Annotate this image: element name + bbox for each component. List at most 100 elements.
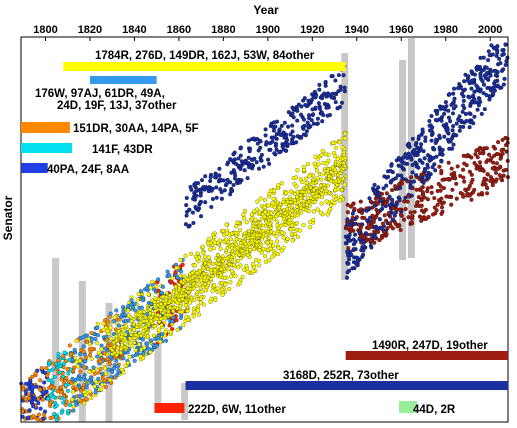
senator-point [368, 199, 373, 204]
senator-point [449, 166, 454, 171]
senator-point [196, 312, 202, 317]
annotation-bar [185, 381, 509, 390]
senator-point [420, 127, 425, 132]
senator-point [195, 278, 200, 283]
senator-point [186, 290, 191, 295]
senator-point [229, 170, 234, 175]
senator-point [118, 314, 124, 320]
senator-point [402, 199, 407, 204]
senator-point [225, 246, 230, 251]
senator-point [229, 274, 234, 279]
senator-point [408, 185, 413, 190]
senator-point [163, 301, 168, 306]
senator-point [376, 191, 381, 196]
senator-point [49, 378, 54, 383]
senator-point [248, 248, 253, 252]
senator-point [159, 302, 164, 306]
senator-point [110, 352, 115, 357]
senator-point [288, 227, 293, 232]
senator-point [477, 160, 483, 165]
senator-point [273, 124, 278, 129]
senator-point [263, 127, 268, 132]
senator-point [372, 229, 377, 234]
senator-point [342, 182, 347, 187]
senator-point [232, 176, 238, 181]
senator-point [295, 168, 300, 173]
senator-point [73, 355, 78, 361]
senator-point [141, 351, 146, 356]
senator-point [353, 216, 358, 221]
senator-point [484, 159, 489, 165]
senator-point [324, 199, 329, 204]
senator-point [192, 197, 198, 202]
senator-point [378, 198, 383, 203]
senator-point [452, 86, 457, 91]
senator-point [246, 165, 252, 170]
x-axis-title: Year [253, 3, 279, 17]
senator-point [278, 223, 283, 228]
senator-point [456, 118, 461, 123]
senator-point [429, 128, 434, 133]
x-tick-label: 1840 [122, 24, 146, 36]
senator-point [260, 223, 265, 228]
senator-point [211, 274, 215, 279]
senator-point [199, 278, 204, 283]
senator-point [257, 221, 262, 226]
senator-point [305, 120, 310, 125]
senator-point [329, 95, 334, 100]
senator-point [377, 217, 382, 222]
senator-point [401, 167, 406, 172]
senator-point [341, 176, 345, 181]
senator-point [69, 380, 74, 385]
senator-point [336, 162, 341, 167]
senator-point [208, 247, 213, 252]
senator-point [288, 200, 293, 205]
senator-point [434, 154, 439, 159]
senator-point [123, 332, 128, 337]
senator-point [487, 152, 492, 157]
senator-point [148, 350, 153, 355]
senator-point [445, 130, 450, 135]
senator-point [433, 140, 438, 146]
senator-point [161, 310, 165, 315]
senator-point [203, 200, 208, 205]
senator-point [362, 235, 367, 240]
senator-point [195, 271, 200, 275]
senator-point [47, 401, 53, 406]
senator-point [332, 194, 337, 199]
senator-point [199, 178, 205, 183]
senator-point [384, 191, 389, 196]
senator-point [206, 275, 210, 280]
senator-point [343, 156, 348, 161]
senator-point [89, 356, 94, 361]
senator-point [99, 387, 104, 392]
highlight-band [181, 383, 189, 420]
senator-point [426, 175, 431, 180]
senator-point [481, 179, 486, 184]
senator-point [217, 166, 222, 171]
senator-point [346, 222, 351, 227]
annotation-bar [345, 351, 508, 360]
senator-point [184, 195, 189, 201]
senator-point [208, 299, 213, 304]
senator-point [244, 250, 249, 254]
senator-point [191, 310, 197, 315]
senator-point [275, 212, 280, 217]
senator-point [425, 165, 430, 170]
senator-point [138, 320, 143, 325]
senator-point [257, 248, 262, 253]
senator-point [341, 73, 346, 78]
senator-point [256, 166, 262, 171]
senator-point [340, 145, 345, 150]
senator-point [178, 315, 184, 320]
senator-point [220, 292, 225, 297]
senator-point [373, 196, 378, 201]
senator-point [150, 279, 155, 284]
senator-point [301, 117, 307, 122]
senator-point [330, 74, 335, 79]
senator-point [345, 210, 350, 215]
senator-point [79, 399, 84, 404]
senator-point [413, 160, 418, 165]
senator-point [256, 148, 261, 153]
